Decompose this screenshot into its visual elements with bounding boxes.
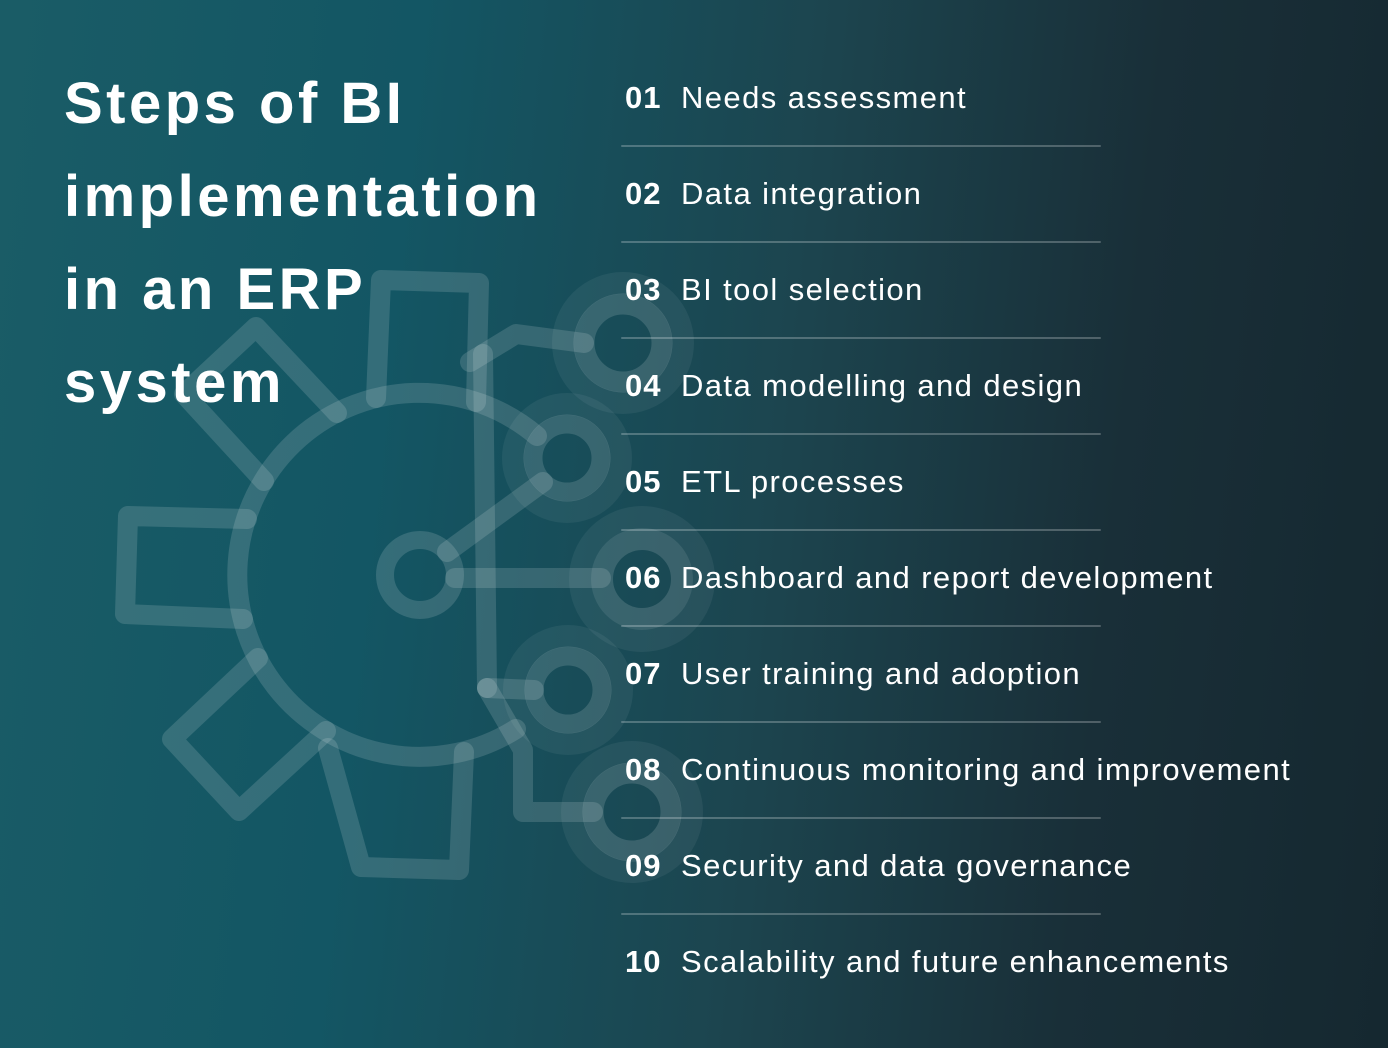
step-label: BI tool selection bbox=[681, 272, 924, 307]
step-number: 08 bbox=[625, 752, 662, 787]
step-number: 07 bbox=[625, 656, 662, 691]
list-item: 05 ETL processes bbox=[621, 434, 1366, 531]
circuit-trace bbox=[437, 472, 553, 562]
divider bbox=[621, 721, 1101, 723]
circuit-trace bbox=[477, 678, 603, 822]
list-item: 10 Scalability and future enhancements bbox=[621, 914, 1366, 1010]
step-label: Scalability and future enhancements bbox=[681, 944, 1230, 979]
list-item: 06 Dashboard and report development bbox=[621, 530, 1366, 627]
step-label: Continuous monitoring and improvement bbox=[681, 752, 1292, 787]
divider bbox=[621, 337, 1101, 339]
step-label: ETL processes bbox=[681, 464, 905, 499]
step-number: 01 bbox=[625, 80, 662, 115]
step-number: 06 bbox=[625, 560, 662, 595]
gear-tooth bbox=[115, 506, 257, 629]
title-line: in an ERP bbox=[64, 257, 367, 322]
step-number: 04 bbox=[625, 368, 662, 403]
step-label: Needs assessment bbox=[681, 80, 968, 115]
list-item: 08 Continuous monitoring and improvement bbox=[621, 722, 1366, 819]
title-line: implementation bbox=[64, 164, 542, 229]
gear-tooth bbox=[318, 738, 474, 880]
divider bbox=[621, 241, 1101, 243]
step-label: Security and data governance bbox=[681, 848, 1133, 883]
circuit-node bbox=[523, 414, 611, 502]
step-number: 03 bbox=[625, 272, 662, 307]
list-item: 04 Data modelling and design bbox=[621, 338, 1366, 435]
circuit-node bbox=[524, 646, 612, 734]
list-item: 07 User training and adoption bbox=[621, 626, 1366, 723]
halo-circle bbox=[503, 625, 633, 755]
gear-tooth bbox=[162, 648, 336, 821]
steps-list: 01 Needs assessment 02 Data integration … bbox=[621, 50, 1366, 1010]
divider bbox=[621, 817, 1101, 819]
step-label: Dashboard and report development bbox=[681, 560, 1214, 595]
gear-disc bbox=[227, 382, 547, 767]
title-line: Steps of BI bbox=[64, 71, 406, 136]
step-number: 05 bbox=[625, 464, 662, 499]
list-item: 02 Data integration bbox=[621, 146, 1366, 243]
page-title: Steps of BI implementation in an ERP sys… bbox=[64, 57, 542, 429]
step-label: Data modelling and design bbox=[681, 368, 1084, 403]
step-label: Data integration bbox=[681, 176, 923, 211]
divider bbox=[621, 913, 1101, 915]
divider bbox=[621, 433, 1101, 435]
divider bbox=[621, 145, 1101, 147]
step-number: 09 bbox=[625, 848, 662, 883]
divider bbox=[621, 529, 1101, 531]
step-number: 02 bbox=[625, 176, 662, 211]
circuit-trace bbox=[477, 678, 544, 700]
list-item: 01 Needs assessment bbox=[621, 50, 1366, 147]
list-item: 03 BI tool selection bbox=[621, 242, 1366, 339]
divider bbox=[621, 625, 1101, 627]
step-number: 10 bbox=[625, 944, 662, 979]
title-line: system bbox=[64, 350, 285, 415]
list-item: 09 Security and data governance bbox=[621, 818, 1366, 915]
gear-hub bbox=[376, 531, 464, 619]
step-label: User training and adoption bbox=[681, 656, 1082, 691]
